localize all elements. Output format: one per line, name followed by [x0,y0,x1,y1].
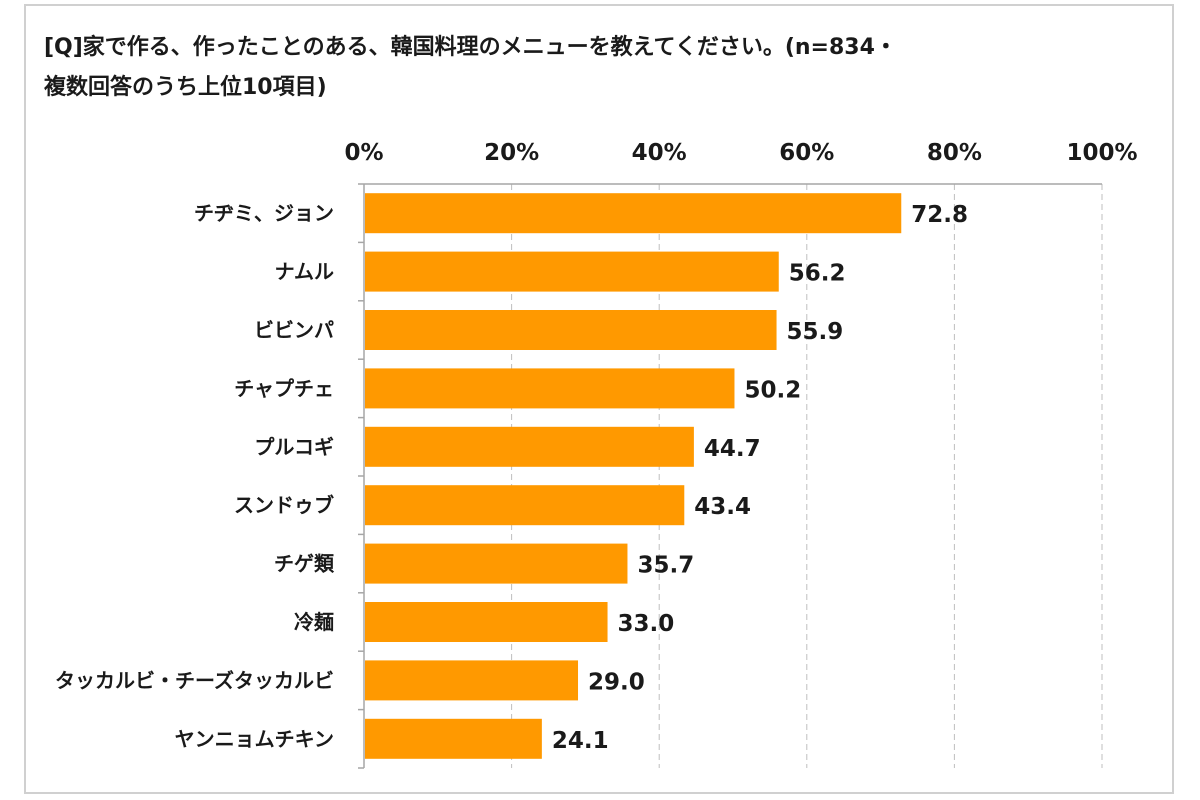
bar [365,368,735,409]
category-label: ヤンニョムチキン [175,727,334,751]
x-tick-label: 100% [1066,140,1137,166]
bar [365,718,542,759]
bar [365,193,902,234]
value-label: 72.8 [911,202,968,228]
value-label: 24.1 [552,728,609,754]
value-label: 43.4 [694,494,751,520]
bar [365,602,608,642]
bar [365,660,579,701]
bar [365,310,777,350]
value-label: 50.2 [744,377,801,403]
bar [365,543,628,584]
category-label: チヂミ、ジョン [194,201,334,225]
bar [365,426,694,467]
x-tick-label: 60% [779,140,834,166]
value-label: 56.2 [789,261,846,287]
chart-title-line1: [Q]家で作る、作ったことのある、韓国料理のメニューを教えてください。(n=83… [44,35,897,60]
bar [365,485,685,526]
category-label: ナムル [275,260,334,284]
chart-title-line2: 複数回答のうち上位10項目) [44,75,327,100]
value-label: 44.7 [704,436,761,462]
category-label: ビビンパ [254,318,334,342]
value-label: 55.9 [787,319,844,345]
value-label: 35.7 [637,553,694,579]
value-label: 29.0 [588,669,645,695]
value-label: 33.0 [618,611,675,637]
bar [365,251,779,292]
x-tick-label: 0% [344,140,383,166]
category-label: チゲ類 [274,552,335,576]
x-tick-label: 40% [632,140,687,166]
x-tick-label: 80% [927,140,982,166]
chart-title: [Q]家で作る、作ったことのある、韓国料理のメニューを教えてください。(n=83… [44,28,1144,108]
category-label: 冷麺 [294,610,334,634]
category-label: チャプチェ [234,376,334,400]
category-label: タッカルビ・チーズタッカルビ [55,668,334,692]
category-label: スンドゥブ [234,493,334,517]
x-tick-label: 20% [484,140,539,166]
category-label: プルコギ [254,435,334,459]
